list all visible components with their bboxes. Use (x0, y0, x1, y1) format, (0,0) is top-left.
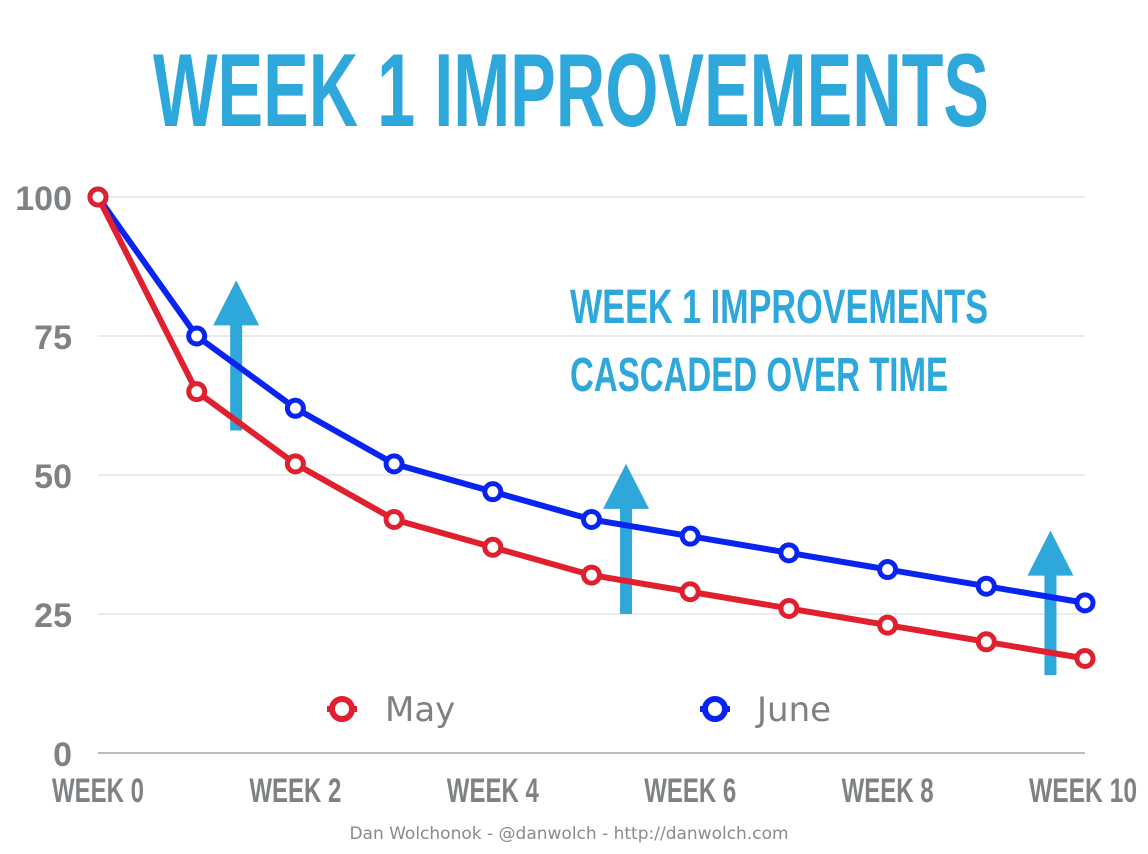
up-arrow (1027, 530, 1074, 676)
data-point-may (87, 186, 109, 208)
y-tick-label: 75 (34, 319, 72, 357)
y-tick-label: 100 (15, 180, 72, 218)
x-tick-label: WEEK 10 (1029, 772, 1137, 810)
legend-label-may: May (385, 690, 455, 730)
data-point-may (284, 453, 306, 475)
data-point-june (581, 508, 602, 530)
footer-credit: Dan Wolchonok - @danwolch - http://danwo… (349, 824, 788, 844)
data-point-may (778, 597, 800, 619)
data-point-may (975, 631, 997, 653)
chart-title: WEEK 1 IMPROVEMENTS (153, 33, 989, 149)
legend: May June (327, 690, 831, 730)
data-point-june (383, 453, 405, 475)
x-tick-label: WEEK 6 (644, 772, 736, 810)
x-tick-label: WEEK 4 (447, 772, 539, 810)
data-point-may (581, 564, 602, 586)
up-arrow (213, 280, 260, 431)
data-point-may (1074, 647, 1096, 669)
legend-item-may: May (327, 690, 455, 730)
series-lines (87, 186, 1096, 669)
x-tick-label: WEEK 2 (249, 772, 341, 810)
data-point-june (679, 525, 701, 547)
arrows (213, 280, 1074, 676)
data-point-june (186, 325, 208, 347)
data-point-may (383, 508, 405, 530)
data-point-june (1074, 592, 1096, 614)
data-point-june (975, 575, 997, 597)
annotation-line-2: CASCADED OVER TIME (570, 349, 948, 402)
y-tick-label: 0 (53, 736, 72, 774)
data-point-june (877, 559, 899, 581)
data-point-may (877, 614, 899, 636)
y-axis-ticks: 0 25 50 75 100 (15, 180, 72, 774)
data-point-may (679, 581, 701, 603)
data-point-june (284, 397, 306, 419)
legend-label-june: June (755, 690, 831, 730)
legend-item-june: June (700, 690, 831, 730)
y-tick-label: 50 (34, 458, 72, 496)
data-point-may (482, 536, 504, 558)
x-axis-ticks: WEEK 0 WEEK 2 WEEK 4 WEEK 6 WEEK 8 WEEK 10 (52, 772, 1137, 810)
up-arrow (603, 463, 650, 614)
data-point-june (482, 481, 504, 503)
legend-marker-may (329, 696, 355, 722)
x-tick-label: WEEK 0 (52, 772, 144, 810)
data-point-june (778, 542, 800, 564)
x-tick-label: WEEK 8 (842, 772, 934, 810)
gridlines (98, 196, 1085, 615)
legend-marker-june (702, 696, 728, 722)
y-tick-label: 25 (34, 597, 72, 635)
annotation-line-1: WEEK 1 IMPROVEMENTS (570, 281, 988, 334)
series-line-may (95, 195, 1086, 662)
data-point-may (186, 381, 208, 403)
